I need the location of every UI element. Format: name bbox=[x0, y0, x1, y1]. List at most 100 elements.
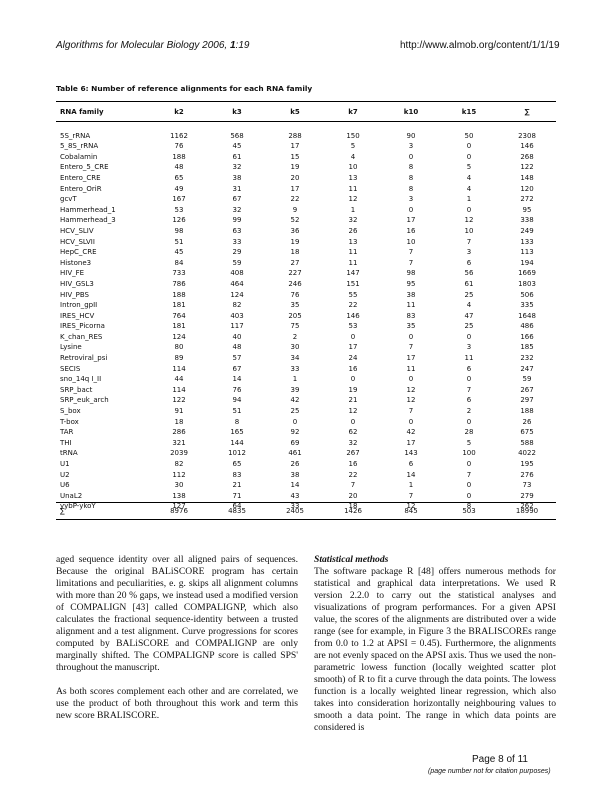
table-row: HCV_SLVII 51 33 19 13 10 7 133 bbox=[56, 237, 556, 248]
count-cell: 65 bbox=[232, 460, 242, 468]
rna-family-cell: T-box bbox=[60, 417, 79, 426]
count-cell: 20 bbox=[290, 173, 300, 182]
count-cell: 4 bbox=[350, 152, 356, 161]
count-cell: 5 bbox=[466, 438, 472, 447]
column-header: ∑ bbox=[524, 107, 530, 116]
sum-label: ∑ bbox=[60, 506, 65, 515]
table-row: HepC_CRE 45 29 18 11 7 3 113 bbox=[56, 247, 556, 258]
table-row: Entero_OriR 49 31 17 11 8 4 120 bbox=[56, 184, 556, 195]
table-row: S_box 91 51 25 12 7 2 188 bbox=[56, 406, 556, 417]
table-row: SRP_bact 114 76 39 19 12 7 267 bbox=[56, 385, 556, 396]
table-row: SRP_euk_arch 122 94 42 21 12 6 297 bbox=[56, 395, 556, 406]
count-cell: 2039 bbox=[170, 449, 188, 458]
count-cell: 486 bbox=[520, 322, 534, 331]
count-cell: 33 bbox=[290, 502, 300, 511]
count-cell: 8 bbox=[408, 184, 414, 193]
count-cell: 61 bbox=[464, 279, 474, 288]
rna-family-cell: HIV_GSL3 bbox=[60, 279, 94, 288]
count-cell: 38 bbox=[406, 290, 416, 299]
count-cell: 6 bbox=[408, 460, 414, 468]
rna-family-cell: 5_8S_rRNA bbox=[60, 142, 99, 151]
count-cell: 408 bbox=[230, 269, 244, 278]
count-cell: 94 bbox=[232, 396, 242, 405]
count-cell: 13 bbox=[348, 173, 358, 182]
count-cell: 0 bbox=[292, 417, 298, 426]
count-cell: 10 bbox=[348, 163, 358, 172]
count-cell: 126 bbox=[172, 216, 186, 225]
article-url[interactable]: http://www.almob.org/content/1/1/19 bbox=[400, 40, 560, 51]
count-cell: 461 bbox=[288, 449, 302, 458]
count-cell: 98 bbox=[406, 269, 416, 278]
count-cell: 1803 bbox=[518, 279, 536, 288]
table-row: T-box 18 8 0 0 0 0 26 bbox=[56, 417, 556, 428]
count-cell: 147 bbox=[346, 269, 360, 278]
count-cell: 38 bbox=[232, 173, 242, 182]
count-cell: 69 bbox=[290, 438, 300, 447]
column-header: k10 bbox=[403, 107, 419, 116]
count-cell: 33 bbox=[290, 364, 300, 373]
count-cell: 143 bbox=[404, 449, 418, 458]
table-row: yybP-ykoY 127 64 33 18 12 8 262 bbox=[56, 501, 556, 512]
count-cell: 150 bbox=[346, 131, 360, 140]
count-cell: 232 bbox=[520, 354, 534, 363]
count-cell: 16 bbox=[406, 226, 416, 235]
count-cell: 48 bbox=[174, 163, 184, 172]
count-cell: 7 bbox=[408, 343, 414, 352]
count-cell: 7 bbox=[466, 385, 472, 394]
count-cell: 247 bbox=[520, 364, 534, 373]
rna-family-cell: HCV_SLIV bbox=[60, 226, 94, 235]
count-cell: 53 bbox=[174, 205, 184, 214]
count-cell: 40 bbox=[232, 332, 242, 341]
count-cell: 32 bbox=[232, 163, 242, 172]
table-row: Intron_gpII 181 82 35 22 11 4 335 bbox=[56, 300, 556, 311]
count-cell: 4 bbox=[466, 301, 472, 310]
count-cell: 45 bbox=[174, 248, 184, 257]
count-cell: 288 bbox=[288, 131, 302, 140]
count-cell: 9 bbox=[292, 205, 298, 214]
rna-family-cell: Lysine bbox=[60, 343, 82, 352]
table-sum-rule bbox=[56, 502, 556, 503]
count-cell: 0 bbox=[408, 417, 414, 426]
count-cell: 34 bbox=[290, 354, 300, 363]
table-row: UnaL2 138 71 43 20 7 0 279 bbox=[56, 491, 556, 502]
count-cell: 0 bbox=[466, 142, 472, 151]
count-cell: 25 bbox=[290, 407, 300, 416]
table-row: Hammerhead_1 53 32 9 1 0 0 95 bbox=[56, 205, 556, 216]
count-cell: 0 bbox=[466, 205, 472, 214]
count-cell: 19 bbox=[290, 237, 300, 246]
rna-family-cell: UnaL2 bbox=[60, 491, 83, 500]
rna-family-cell: Retroviral_psi bbox=[60, 354, 108, 363]
rna-family-cell: sno_14q I_II bbox=[60, 375, 102, 384]
table-row: Lysine 80 48 30 17 7 3 185 bbox=[56, 342, 556, 353]
count-cell: 31 bbox=[232, 184, 242, 193]
count-cell: 98 bbox=[174, 226, 184, 235]
count-cell: 10 bbox=[464, 226, 474, 235]
count-cell: 464 bbox=[230, 279, 244, 288]
count-cell: 83 bbox=[406, 311, 416, 320]
count-cell: 272 bbox=[520, 195, 534, 204]
count-cell: 67 bbox=[232, 195, 242, 204]
count-cell: 24 bbox=[348, 354, 358, 363]
sum-cell: 845 bbox=[404, 506, 418, 515]
count-cell: 57 bbox=[232, 354, 242, 363]
table-row: HIV_FE 733 408 227 147 98 56 1669 bbox=[56, 268, 556, 279]
count-cell: 1648 bbox=[518, 311, 536, 320]
count-cell: 21 bbox=[348, 396, 358, 405]
count-cell: 49 bbox=[174, 184, 184, 193]
right-text-column: Statistical methods The software package… bbox=[314, 554, 556, 746]
table-header-rule bbox=[56, 121, 556, 122]
count-cell: 195 bbox=[520, 460, 534, 468]
count-cell: 588 bbox=[520, 438, 534, 447]
table-row: 5S_rRNA 1162 568 288 150 90 50 2308 bbox=[56, 131, 556, 142]
table-row: IRES_Picorna 181 117 75 53 35 25 486 bbox=[56, 321, 556, 332]
table-row: IRES_HCV 764 403 205 146 83 47 1648 bbox=[56, 311, 556, 322]
table-sum-row: ∑ 8976 4835 2405 1426 845 503 18990 bbox=[56, 505, 556, 516]
count-cell: 95 bbox=[522, 205, 532, 214]
count-cell: 17 bbox=[290, 184, 300, 193]
rna-family-cell: K_chan_RES bbox=[60, 332, 103, 341]
count-cell: 0 bbox=[466, 332, 472, 341]
count-cell: 10 bbox=[406, 237, 416, 246]
count-cell: 1162 bbox=[170, 131, 188, 140]
count-cell: 95 bbox=[406, 279, 416, 288]
count-cell: 0 bbox=[408, 152, 414, 161]
